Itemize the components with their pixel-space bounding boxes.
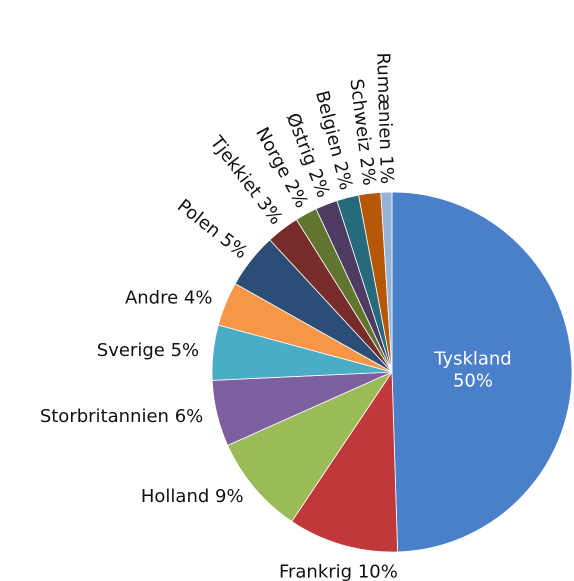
value-label: 5% xyxy=(171,340,200,361)
value-label: 2% xyxy=(329,159,356,192)
category-label: Rumænien xyxy=(372,52,396,150)
pie-slice xyxy=(291,370,399,553)
category-label: Tyskland xyxy=(433,349,512,370)
value-label: 9% xyxy=(215,486,244,507)
value-label: 3% xyxy=(252,193,286,228)
category-label: Sverige xyxy=(97,340,165,361)
category-label: Andre xyxy=(125,287,178,308)
value-label: 6% xyxy=(175,406,204,427)
value-label: 1% xyxy=(375,155,397,184)
value-label: 10% xyxy=(358,561,398,581)
slice-label: Andre 4% xyxy=(125,287,213,308)
slice-label: Polen 5% xyxy=(173,195,251,263)
slice-label: Sverige 5% xyxy=(97,340,199,361)
pie-slice xyxy=(391,191,573,553)
slice-label: Storbritannien 6% xyxy=(40,406,203,427)
pie-slice xyxy=(227,371,394,523)
slice-label: Rumænien 1% xyxy=(372,52,397,184)
category-label: Storbritannien xyxy=(40,406,169,427)
slice-label: Holland 9% xyxy=(141,486,244,507)
pie-slice xyxy=(380,191,393,373)
category-label: Schweiz xyxy=(345,78,375,153)
category-label: Polen xyxy=(173,195,224,242)
category-label: Frankrig xyxy=(279,561,352,581)
value-label: 4% xyxy=(184,287,213,308)
value-label: 50% xyxy=(453,371,493,392)
slice-label: Tyskland 50% xyxy=(433,349,512,392)
slice-label: Frankrig 10% xyxy=(279,561,398,581)
value-label: 5% xyxy=(216,229,251,263)
category-label: Holland xyxy=(141,486,209,507)
value-label: 2% xyxy=(355,156,379,187)
